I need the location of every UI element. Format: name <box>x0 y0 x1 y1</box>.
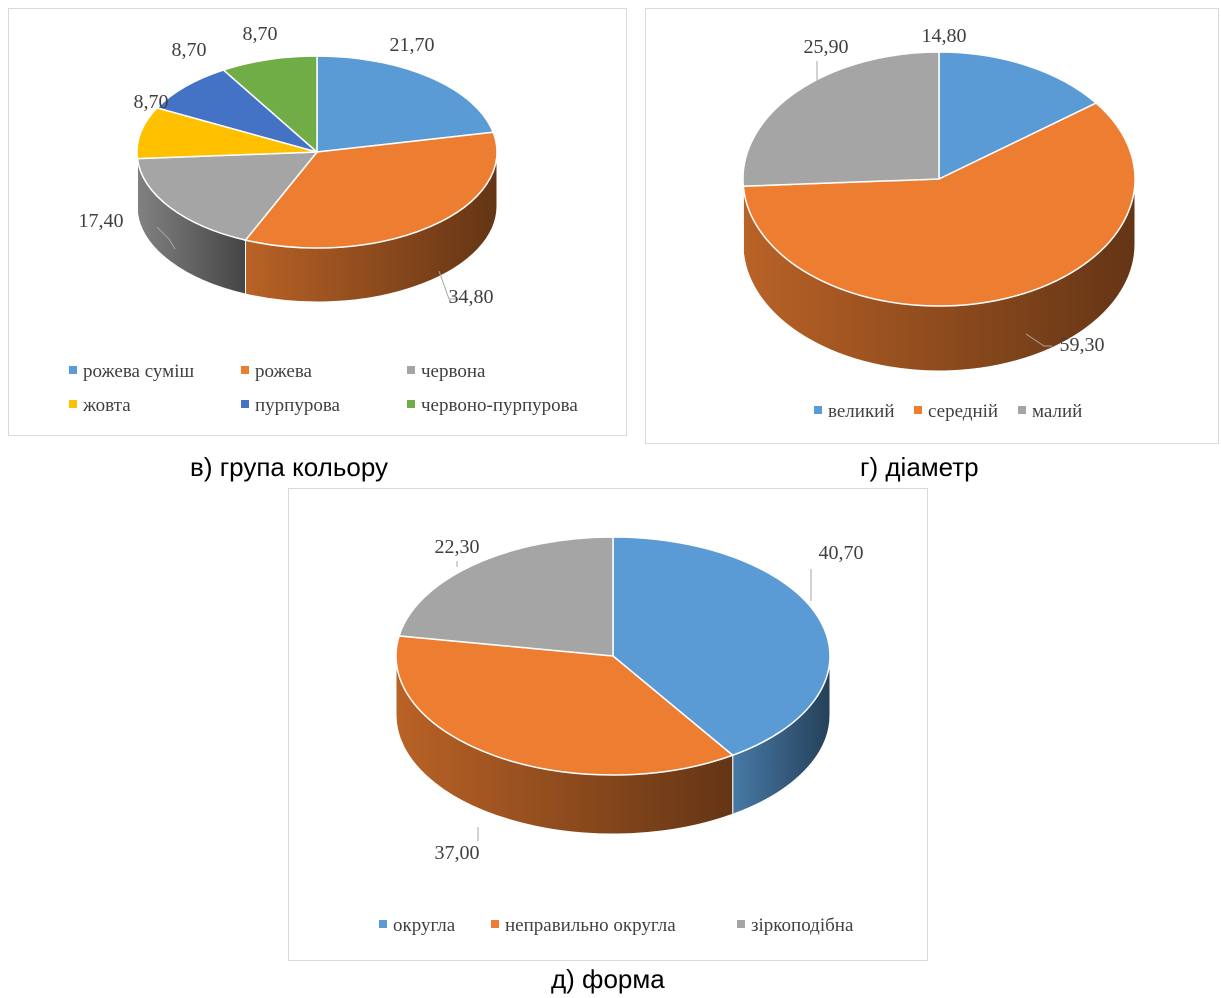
legend-swatch-зіркоподібна <box>737 920 745 928</box>
data-label-округла: 40,70 <box>819 542 864 564</box>
data-label-жовта: 8,70 <box>134 91 169 113</box>
legend-label-зіркоподібна: зіркоподібна <box>751 915 854 936</box>
data-label-неправильно-округла: 37,00 <box>435 842 480 864</box>
legend-swatch-рожева-суміш <box>69 366 77 374</box>
legend-label-малий: малий <box>1032 401 1082 422</box>
legend-swatch-неправильно-округла <box>491 920 499 928</box>
pie-slice-червоно-пурпурова <box>221 55 318 154</box>
legend-swatch-середній <box>914 406 922 414</box>
caption-color-group: в) група кольору <box>190 452 389 482</box>
data-label-малий: 25,90 <box>804 36 849 58</box>
pie-slice-великий <box>938 51 1098 181</box>
legend-label-рожева-суміш: рожева суміш <box>83 361 194 382</box>
pie-chart-diameter: 14,80 59,30 25,90 великий середній малий <box>742 25 1136 422</box>
pie-slices <box>395 536 831 776</box>
legend-label-неправильно-округла: неправильно округла <box>505 915 676 936</box>
pie-slices <box>742 51 1136 307</box>
data-label-середній: 59,30 <box>1060 334 1105 356</box>
legend-swatch-великий <box>814 406 822 414</box>
legend-swatch-пурпурова <box>241 400 249 408</box>
legend-label-пурпурова: пурпурова <box>255 395 341 416</box>
pie-slices <box>136 55 498 249</box>
chart-panel-color-group: 21,70 34,80 17,40 8,70 8,70 8,70 рожева суміш р… <box>8 8 627 436</box>
pie-chart-shape: 40,70 37,00 22,30 округла неправильно округл… <box>379 536 864 936</box>
legend-label-великий: великий <box>828 401 895 422</box>
pie-slice-рожева <box>244 131 498 249</box>
pie-slice-зіркоподібна <box>398 536 614 657</box>
leader-line <box>1025 333 1052 347</box>
legend-label-округла: округла <box>393 915 456 936</box>
pie-slice-неправильно-округла <box>395 635 735 776</box>
legend-label-жовта: жовта <box>82 395 131 416</box>
data-label-червоно-пурпурова: 8,70 <box>243 23 278 45</box>
data-label-рожева-суміш: 21,70 <box>390 34 435 56</box>
leader-line <box>156 226 176 250</box>
data-label-зіркоподібна: 22,30 <box>435 536 480 558</box>
pie-chart-color-group: 21,70 34,80 17,40 8,70 8,70 8,70 рожева суміш р… <box>69 23 578 416</box>
legend-swatch-малий <box>1018 406 1026 414</box>
legend-label-червона: червона <box>421 361 486 382</box>
legend-label-червоно-пурпурова: червоно-пурпурова <box>421 395 578 416</box>
legend-swatch-округла <box>379 920 387 928</box>
legend-swatch-червоно-пурпурова <box>407 400 415 408</box>
pie-slice-жовта <box>136 107 318 160</box>
pie-slice-пурпурова <box>155 69 318 153</box>
leader-line <box>438 270 459 300</box>
data-label-червона: 17,40 <box>79 210 124 232</box>
pie-slice-червона <box>136 151 319 241</box>
pie-slice-середній <box>742 102 1136 307</box>
pie-slice-рожева-суміш <box>316 55 495 153</box>
data-label-великий: 14,80 <box>922 25 967 47</box>
legend-swatch-червона <box>407 366 415 374</box>
legend-label-середній: середній <box>928 401 998 422</box>
legend-label-рожева: рожева <box>255 361 313 382</box>
caption-shape: д) форма <box>551 964 665 994</box>
chart-panel-shape: 40,70 37,00 22,30 округла неправильно округл… <box>288 488 928 961</box>
data-label-рожева: 34,80 <box>449 286 494 308</box>
legend-swatch-жовта <box>69 400 77 408</box>
caption-diameter: г) діаметр <box>860 452 979 482</box>
data-label-пурпурова: 8,70 <box>172 39 207 61</box>
chart-panel-diameter: 14,80 59,30 25,90 великий середній малий <box>645 8 1219 444</box>
legend-swatch-рожева <box>241 366 249 374</box>
pie-slice-малий <box>742 51 940 187</box>
